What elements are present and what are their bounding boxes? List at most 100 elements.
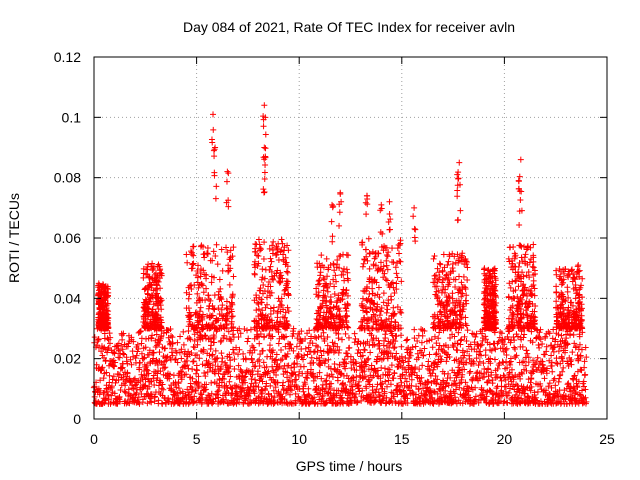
data-point	[553, 271, 560, 278]
data-point	[145, 351, 152, 358]
data-point	[98, 365, 105, 372]
data-point	[100, 375, 107, 382]
data-point	[118, 342, 125, 349]
data-point	[256, 320, 263, 327]
data-point	[191, 344, 198, 351]
data-point	[403, 378, 410, 385]
data-point	[503, 351, 510, 358]
data-point	[276, 363, 283, 370]
data-point	[329, 373, 336, 380]
data-point	[174, 390, 181, 397]
data-points	[90, 102, 590, 407]
data-point	[258, 246, 265, 253]
data-point	[384, 277, 391, 284]
data-point	[436, 274, 443, 281]
data-point	[575, 311, 582, 318]
data-point	[385, 377, 392, 384]
data-point	[392, 319, 399, 326]
data-point	[216, 384, 223, 391]
data-point	[189, 386, 196, 393]
data-point	[447, 311, 454, 318]
data-point	[186, 291, 193, 298]
data-point	[491, 283, 498, 290]
data-point	[155, 261, 162, 268]
data-point	[455, 323, 462, 330]
data-point	[353, 360, 360, 367]
data-point	[96, 305, 103, 312]
data-point	[390, 390, 397, 397]
data-point	[321, 338, 328, 345]
data-point	[172, 356, 179, 363]
data-point	[456, 159, 463, 166]
data-point	[285, 308, 292, 315]
data-point	[299, 370, 306, 377]
data-point	[261, 176, 268, 183]
data-point	[506, 389, 513, 396]
data-point	[581, 364, 588, 371]
data-point	[135, 394, 142, 401]
data-point	[523, 367, 530, 374]
data-point	[445, 320, 452, 327]
data-point	[323, 377, 330, 384]
data-point	[356, 378, 363, 385]
data-point	[504, 364, 511, 371]
data-point	[371, 341, 378, 348]
data-point	[210, 398, 217, 405]
data-point	[532, 271, 539, 278]
data-point	[236, 346, 243, 353]
data-point	[431, 333, 438, 340]
data-point	[315, 278, 322, 285]
data-point	[212, 358, 219, 365]
data-point	[565, 294, 572, 301]
data-point	[331, 361, 338, 368]
data-point	[529, 308, 536, 315]
data-point	[376, 294, 383, 301]
data-point	[327, 322, 334, 329]
data-point	[534, 388, 541, 395]
data-point	[143, 322, 150, 329]
data-point	[332, 272, 339, 279]
data-point	[553, 298, 560, 305]
data-point	[211, 292, 218, 299]
data-point	[226, 354, 233, 361]
data-point	[467, 341, 474, 348]
data-point	[380, 247, 387, 254]
data-point	[444, 261, 451, 268]
data-point	[154, 370, 161, 377]
data-point	[565, 304, 572, 311]
data-point	[228, 294, 235, 301]
data-point	[516, 208, 523, 215]
data-point	[190, 343, 197, 350]
data-point	[548, 359, 555, 366]
data-point	[153, 331, 160, 338]
data-point	[541, 351, 548, 358]
data-point	[457, 299, 464, 306]
data-point	[217, 295, 224, 302]
data-point	[466, 369, 473, 376]
data-point	[197, 266, 204, 273]
data-point	[200, 325, 207, 332]
data-point	[261, 188, 268, 195]
data-point	[277, 318, 284, 325]
data-point	[498, 330, 505, 337]
data-point	[205, 322, 212, 329]
data-point	[493, 390, 500, 397]
data-point	[573, 324, 580, 331]
data-point	[364, 283, 371, 290]
data-point	[361, 347, 368, 354]
data-point	[217, 322, 224, 329]
data-point	[516, 259, 523, 266]
data-point	[152, 286, 159, 293]
data-point	[496, 360, 503, 367]
data-point	[379, 230, 386, 237]
data-point	[530, 252, 537, 259]
data-point	[107, 334, 114, 341]
data-point	[148, 378, 155, 385]
data-point	[562, 347, 569, 354]
data-point	[141, 382, 148, 389]
data-point	[378, 364, 385, 371]
data-point	[272, 384, 279, 391]
data-point	[334, 297, 341, 304]
data-point	[557, 371, 564, 378]
data-point	[257, 245, 264, 252]
